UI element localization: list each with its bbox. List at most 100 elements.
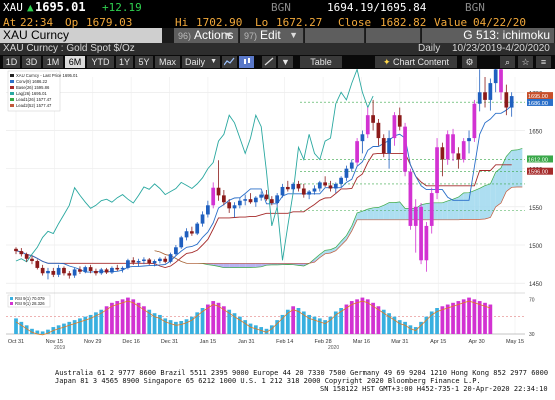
rsi-legend-swatch [10,302,13,305]
candle-body [200,214,205,224]
rsi-bar [280,314,285,334]
price-source-2: BGN [465,1,485,14]
price-tag [527,155,553,163]
open-label: Op [65,16,79,29]
candle-body [46,270,50,274]
rsi-bar [221,306,226,334]
star-icon[interactable]: ☆ [518,56,533,68]
settings-icon[interactable]: ≡ [536,56,551,68]
candle-body [83,267,88,272]
ichimoku-cloud [255,263,262,268]
candle-body [477,92,482,104]
actions-menu-button[interactable]: 96) Actions ▼ [174,28,239,43]
security-description: XAU Curncy : Gold Spot $/Oz Daily 10/23/… [0,43,555,55]
candle-body [349,162,354,169]
ichimoku-cloud [245,263,251,268]
edit-label: Edit [260,28,281,42]
candle-body [264,194,269,200]
leading-span-b-line [154,186,523,264]
ichimoku-cloud [239,263,246,268]
candle-body [365,115,370,135]
candle-body [232,205,237,209]
candle-body [269,199,274,203]
ichimoku-cloud [389,202,395,220]
candle-body [493,69,498,84]
rsi-bar [461,299,466,334]
candle-body [403,126,407,172]
candle-body [227,202,232,209]
period-5y-button[interactable]: 5Y [135,56,153,68]
table-button[interactable]: Table [300,56,342,68]
candle-body [488,83,493,100]
ichimoku-cloud [341,235,347,246]
period-6m-button[interactable]: 6M [65,56,85,68]
draw-tool-icon[interactable] [262,56,276,68]
quote-line-2: At 22:34 Op 1679.03 Hi 1702.90 Lo 1672.2… [0,15,555,30]
rsi-legend-entry: RSI 9(1) 70.079 [15,296,45,301]
ichimoku-cloud [367,207,374,220]
wrench-icon[interactable]: ⚙ [462,56,477,68]
footer: Australia 61 2 9777 8600 Brazil 5511 239… [0,368,555,400]
ichimoku-cloud [490,172,496,218]
frequency-select[interactable]: Daily ▼ [182,56,220,68]
menu-empty-slot[interactable] [305,28,365,43]
candle-body [392,115,397,139]
candle-chart-icon[interactable] [239,56,254,68]
candle-body [419,206,423,261]
up-arrow-icon: ▲ [27,1,34,14]
candle-body [280,186,285,196]
page-label: G 513: ichimoku [422,28,555,43]
candle-body [147,259,152,264]
rsi-bar [168,320,173,334]
candle-body [397,115,402,127]
menu-empty-slot[interactable] [366,28,421,43]
x-tick-label: Jan 15 [200,339,217,345]
rsi-bar [296,308,301,334]
period-max-button[interactable]: Max [155,56,180,68]
ichimoku-cloud [501,156,507,203]
security-field[interactable]: XAU Curncy [0,28,162,43]
rsi-bar [488,304,493,334]
lagging-span-line [15,67,374,263]
rsi-bar [24,325,29,334]
period-1d-button[interactable]: 1D [3,56,20,68]
search-icon[interactable]: ⌕ [500,56,515,68]
dropdown-chevron-icon[interactable]: ▼ [278,56,293,68]
candle-body [355,141,359,163]
actions-shortcut: 96) [178,31,192,41]
last-price: 1695.01 [35,0,86,14]
rsi-bar [104,306,109,334]
high-value: 1702.90 [196,16,243,29]
rsi-bar [477,301,482,334]
actions-label: Actions [194,28,234,42]
rsi-bar [307,314,312,334]
period-1m-button[interactable]: 1M [43,56,63,68]
candle-body [317,182,322,189]
candle-body [440,147,445,160]
conversion-line [15,105,512,273]
rsi-bar [120,299,125,334]
candle-body [126,260,130,268]
period-ytd-button[interactable]: YTD [87,56,114,68]
rsi-bar [147,309,152,334]
ichimoku-cloud [458,192,464,220]
legend-swatch [10,86,14,89]
rsi-bar [397,320,402,334]
line-chart-icon[interactable] [222,56,237,68]
close-value: 1682.82 [380,16,427,29]
edit-menu-button[interactable]: 97) Edit ▼ [240,28,304,43]
y-tick-label: 1550 [529,206,543,212]
open-value: 1679.03 [86,16,133,29]
ichimoku-cloud [357,211,363,220]
x-tick-label: Oct 31 [8,339,24,345]
chart-content-button[interactable]: ✦ Chart Content [375,56,457,68]
candle-body [179,237,184,248]
candle-body [509,96,514,108]
rsi-bar [136,302,141,334]
x-tick-label: Mar 16 [353,339,370,345]
period-3d-button[interactable]: 3D [22,56,41,68]
period-1y-button[interactable]: 1Y [116,56,133,68]
rsi-bar [115,301,120,334]
candle-body [259,194,264,198]
